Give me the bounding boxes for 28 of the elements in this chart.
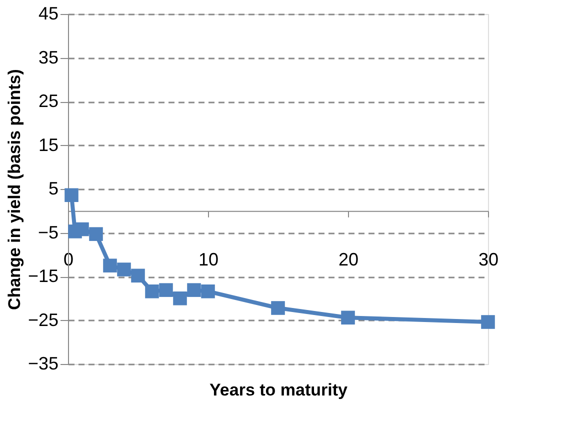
x-axis-title: Years to maturity — [210, 380, 348, 400]
y-tick-label: −5 — [38, 222, 58, 242]
x-tick-label: 10 — [198, 249, 219, 270]
point — [131, 268, 145, 283]
y-axis-title: Change in yield (basis points) — [4, 69, 24, 310]
point — [64, 188, 78, 202]
y-tick-label: 15 — [38, 134, 58, 155]
point — [103, 258, 117, 272]
y-tick-label: 45 — [38, 4, 58, 24]
point — [341, 310, 355, 325]
y-tick-label: −35 — [28, 354, 58, 374]
point — [145, 284, 159, 298]
point — [159, 283, 173, 297]
y-tick-label: −25 — [28, 310, 58, 330]
point — [201, 284, 215, 298]
point — [481, 315, 495, 329]
point — [187, 283, 201, 297]
x-tick-label: 20 — [338, 249, 359, 270]
point — [271, 301, 285, 315]
point — [89, 227, 103, 241]
y-tick-label: 25 — [38, 91, 58, 111]
point — [117, 262, 131, 276]
y-tick-label: 35 — [38, 47, 58, 68]
y-tick-label: 5 — [48, 178, 58, 198]
y-tick-label: −15 — [28, 266, 58, 286]
point — [173, 291, 187, 306]
point — [75, 222, 89, 236]
x-tick-label: 30 — [478, 249, 499, 270]
